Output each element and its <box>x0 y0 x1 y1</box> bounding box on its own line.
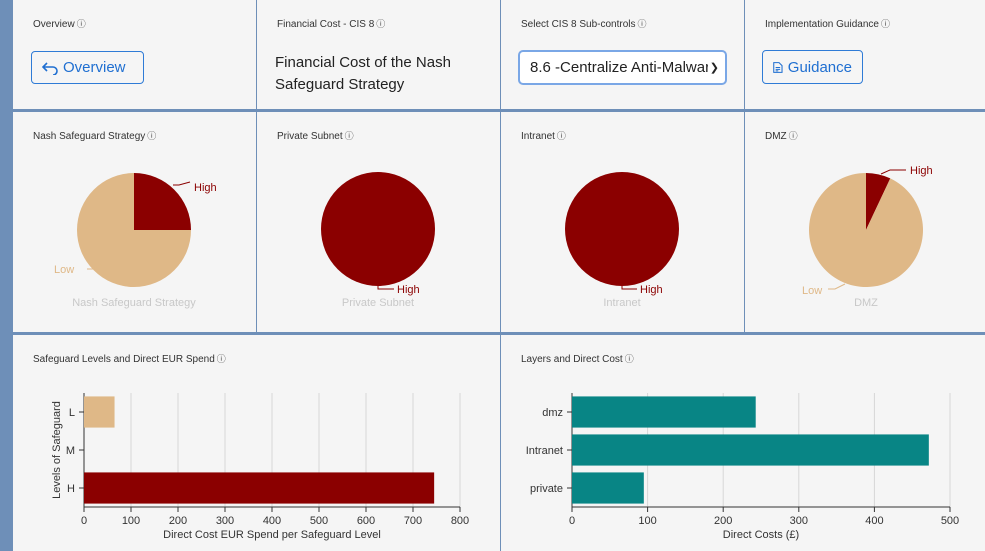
x-tick-label: 400 <box>865 515 883 527</box>
bar-L[interactable] <box>84 396 115 428</box>
pie-panel-dmz: DMZ ⓘ High Low DMZ <box>745 112 985 332</box>
x-tick-label: 100 <box>638 515 656 527</box>
pie-label-low: Low <box>802 285 822 297</box>
undo-arrow-icon <box>42 61 58 75</box>
pie-slice-low[interactable] <box>77 173 191 287</box>
pie-panel-nash: Nash Safeguard Strategy ⓘ High Low Nash S… <box>13 112 256 332</box>
panel-title: Layers and Direct Cost ⓘ <box>521 354 634 365</box>
leader-line-high <box>621 285 637 290</box>
panel-title: Overview ⓘ <box>33 19 86 30</box>
panel-title: Nash Safeguard Strategy ⓘ <box>33 131 157 142</box>
panel-title: Intranet ⓘ <box>521 131 566 142</box>
pie-slice-high[interactable] <box>134 173 191 230</box>
document-icon <box>773 61 783 73</box>
info-icon[interactable]: ⓘ <box>788 131 798 141</box>
y-tick-label: H <box>67 483 75 495</box>
info-icon[interactable]: ⓘ <box>556 131 566 141</box>
panel-title: Private Subnet ⓘ <box>277 131 354 142</box>
pie-chart: High Intranet <box>565 172 679 309</box>
x-tick-label: 100 <box>122 515 140 527</box>
x-tick-label: 0 <box>81 515 87 527</box>
leader-line-low <box>87 263 104 270</box>
info-icon[interactable]: ⓘ <box>147 131 157 141</box>
y-tick-label: L <box>69 407 75 419</box>
subcontrols-panel: Select CIS 8 Sub-controls ⓘ 8.6 -Centrali… <box>501 0 744 109</box>
x-axis-title: Direct Costs (£) <box>723 529 799 541</box>
pie-caption: DMZ <box>854 297 878 309</box>
y-tick-label: dmz <box>542 407 563 419</box>
guidance-button[interactable]: Guidance <box>762 50 863 84</box>
panel-title: Implementation Guidance ⓘ <box>765 19 890 30</box>
leader-line-high <box>173 181 191 186</box>
info-icon[interactable]: ⓘ <box>624 354 634 364</box>
info-icon[interactable]: ⓘ <box>637 19 647 29</box>
leader-line-low <box>828 283 846 290</box>
x-tick-label: 300 <box>790 515 808 527</box>
info-icon[interactable]: ⓘ <box>216 354 226 364</box>
x-tick-label: 200 <box>169 515 187 527</box>
pie-chart: High Low Nash Safeguard Strategy <box>54 173 217 309</box>
pie-slice-low[interactable] <box>809 173 923 287</box>
chevron-down-icon: ❯ <box>707 61 719 74</box>
overview-panel: Overview ⓘ Overview <box>13 0 256 109</box>
pie-label-high: High <box>640 284 663 296</box>
y-tick-label: M <box>66 445 75 457</box>
pie-label-high: High <box>910 165 933 177</box>
layers-bar-chart: 0 100 200 300 400 500 dmz Intranet private Direct… <box>526 393 959 541</box>
info-icon[interactable]: ⓘ <box>76 19 86 29</box>
pie-caption: Intranet <box>603 297 640 309</box>
bar-Intranet[interactable] <box>572 434 929 466</box>
x-tick-label: 600 <box>357 515 375 527</box>
bar-dmz[interactable] <box>572 396 756 428</box>
info-icon[interactable]: ⓘ <box>376 19 386 29</box>
y-tick-label: Intranet <box>526 445 563 457</box>
layers-cost-panel: Layers and Direct Cost ⓘ 0 100 200 300 400 500… <box>501 335 985 551</box>
guidance-button-label: Guidance <box>787 58 852 76</box>
leader-line-high <box>377 285 394 290</box>
pie-caption: Private Subnet <box>342 297 414 309</box>
safeguard-spend-panel: Safeguard Levels and Direct EUR Spend ⓘ 0… <box>13 335 500 551</box>
x-axis-title: Direct Cost EUR Spend per Safeguard Leve… <box>163 529 381 541</box>
x-tick-label: 500 <box>310 515 328 527</box>
pie-panel-intranet: Intranet ⓘ High Intranet <box>501 112 744 332</box>
y-tick-label: private <box>530 483 563 495</box>
panel-title: Safeguard Levels and Direct EUR Spend ⓘ <box>33 354 226 365</box>
pie-chart: High Low DMZ <box>802 165 933 309</box>
info-icon[interactable]: ⓘ <box>344 131 354 141</box>
subcontrol-select[interactable]: 8.6 -Centralize Anti-Malware ❯ <box>518 50 727 85</box>
pie-label-high: High <box>194 182 217 194</box>
pie-panel-private-subnet: Private Subnet ⓘ High Private Subnet <box>257 112 500 332</box>
y-axis-title: Levels of Safeguard <box>51 401 63 499</box>
bar-private[interactable] <box>572 472 644 504</box>
x-tick-label: 0 <box>569 515 575 527</box>
x-tick-label: 300 <box>216 515 234 527</box>
panel-title: Select CIS 8 Sub-controls ⓘ <box>521 19 647 30</box>
leader-line-high <box>880 169 906 175</box>
pie-chart: High Private Subnet <box>321 172 435 309</box>
x-tick-label: 200 <box>714 515 732 527</box>
panel-title: DMZ ⓘ <box>765 131 798 142</box>
subcontrol-selected-value: 8.6 -Centralize Anti-Malware <box>530 59 719 76</box>
x-tick-label: 700 <box>404 515 422 527</box>
x-tick-label: 400 <box>263 515 281 527</box>
pie-slice-high[interactable] <box>866 173 891 230</box>
financial-cost-panel: Financial Cost - CIS 8 ⓘ Financial Cost o… <box>257 0 500 109</box>
pie-slice-high[interactable] <box>321 172 435 286</box>
financial-description: Financial Cost of the Nash Safeguard Str… <box>275 54 451 93</box>
pie-label-low: Low <box>54 264 74 276</box>
x-tick-label: 500 <box>941 515 959 527</box>
guidance-panel: Implementation Guidance ⓘ Guidance <box>745 0 985 109</box>
pie-slice-high[interactable] <box>565 172 679 286</box>
safeguard-bar-chart: 0 100 200 300 400 500 600 700 800 L M H Direct Cost … <box>51 393 469 541</box>
panel-title: Financial Cost - CIS 8 ⓘ <box>277 19 386 30</box>
overview-button[interactable]: Overview <box>31 51 144 84</box>
overview-button-label: Overview <box>63 59 126 76</box>
info-icon[interactable]: ⓘ <box>880 19 890 29</box>
pie-caption: Nash Safeguard Strategy <box>72 297 196 309</box>
pie-label-high: High <box>397 284 420 296</box>
bar-H[interactable] <box>84 472 435 504</box>
x-tick-label: 800 <box>451 515 469 527</box>
